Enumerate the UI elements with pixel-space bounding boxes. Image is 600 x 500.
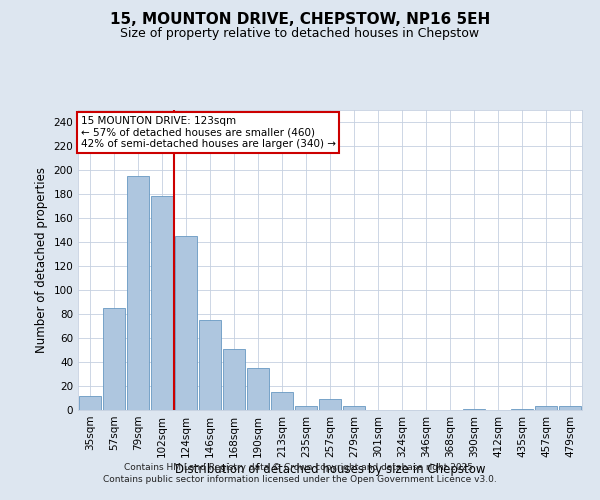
Bar	[343, 406, 365, 410]
Bar	[127, 176, 149, 410]
Bar	[247, 368, 269, 410]
Bar	[199, 320, 221, 410]
X-axis label: Distribution of detached houses by size in Chepstow: Distribution of detached houses by size …	[175, 462, 485, 475]
Bar	[319, 399, 341, 410]
Bar	[463, 409, 485, 410]
Bar	[175, 236, 197, 410]
Bar	[511, 409, 533, 410]
Text: 15 MOUNTON DRIVE: 123sqm
← 57% of detached houses are smaller (460)
42% of semi-: 15 MOUNTON DRIVE: 123sqm ← 57% of detach…	[80, 116, 335, 149]
Bar	[535, 406, 557, 410]
Y-axis label: Number of detached properties: Number of detached properties	[35, 167, 48, 353]
Bar	[151, 196, 173, 410]
Bar	[79, 396, 101, 410]
Bar	[295, 406, 317, 410]
Text: 15, MOUNTON DRIVE, CHEPSTOW, NP16 5EH: 15, MOUNTON DRIVE, CHEPSTOW, NP16 5EH	[110, 12, 490, 28]
Text: Contains public sector information licensed under the Open Government Licence v3: Contains public sector information licen…	[103, 475, 497, 484]
Bar	[559, 406, 581, 410]
Text: Size of property relative to detached houses in Chepstow: Size of property relative to detached ho…	[121, 28, 479, 40]
Bar	[271, 392, 293, 410]
Bar	[103, 308, 125, 410]
Text: Contains HM Land Registry data © Crown copyright and database right 2025.: Contains HM Land Registry data © Crown c…	[124, 464, 476, 472]
Bar	[223, 349, 245, 410]
